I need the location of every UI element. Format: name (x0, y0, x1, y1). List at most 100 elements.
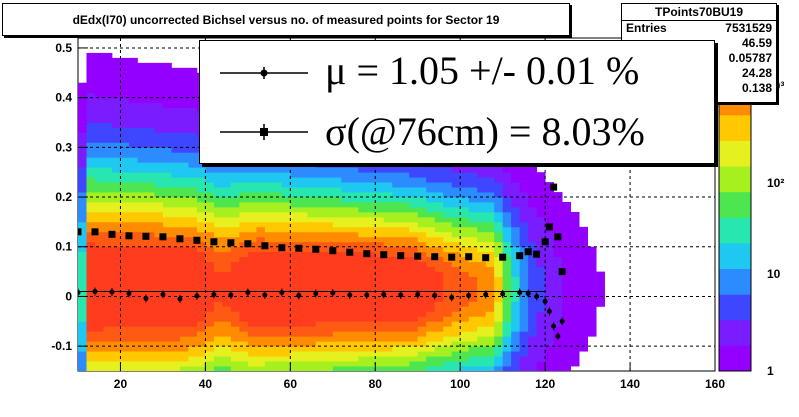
palette-swatch (719, 217, 751, 244)
heatmap-cell (171, 132, 181, 138)
heatmap-cell (477, 231, 487, 238)
heatmap-cell (579, 276, 588, 282)
heatmap-cell (222, 211, 232, 218)
heatmap-cell (562, 351, 572, 357)
heatmap-cell (239, 246, 249, 253)
heatmap-cell (545, 206, 555, 213)
heatmap-cell (273, 246, 283, 253)
heatmap-cell (171, 336, 181, 342)
heatmap-cell (162, 246, 172, 253)
heatmap-cell (290, 356, 300, 362)
heatmap-cell (468, 276, 478, 282)
heatmap-cell (400, 266, 410, 272)
heatmap-cell (519, 206, 529, 213)
heatmap-cell (349, 291, 359, 297)
heatmap-cell (264, 241, 274, 248)
heatmap-cell (103, 92, 113, 99)
heatmap-cell (409, 197, 419, 203)
heatmap-cell (536, 192, 546, 198)
heatmap-cell (477, 206, 487, 213)
heatmap-cell (434, 261, 444, 268)
heatmap-cell (400, 311, 410, 317)
heatmap-cell (579, 256, 588, 263)
heatmap-cell (502, 361, 512, 367)
heatmap-cell (273, 162, 283, 168)
heatmap-cell (553, 306, 563, 312)
heatmap-cell (434, 202, 444, 208)
heatmap-cell (256, 326, 266, 332)
heatmap-cell (511, 172, 521, 178)
heatmap-cell (349, 266, 359, 272)
heatmap-cell (179, 182, 189, 188)
heatmap-cell (409, 281, 419, 287)
heatmap-cell (78, 162, 87, 168)
heatmap-cell (494, 182, 504, 188)
heatmap-cell (264, 221, 274, 228)
heatmap-cell (103, 172, 113, 178)
heatmap-cell (171, 296, 181, 302)
heatmap-cell (78, 301, 87, 307)
heatmap-cell (264, 162, 274, 168)
heatmap-cell (307, 231, 317, 238)
heatmap-cell (536, 271, 546, 277)
heatmap-cell (171, 241, 181, 248)
heatmap-cell (324, 331, 334, 337)
heatmap-cell (196, 316, 206, 322)
heatmap-cell (349, 356, 359, 362)
heatmap-cell (120, 356, 130, 362)
heatmap-cell (341, 246, 351, 253)
heatmap-cell (239, 291, 249, 297)
heatmap-cell (417, 286, 427, 292)
sigma-point (176, 235, 184, 243)
heatmap-cell (145, 226, 155, 233)
heatmap-cell (111, 137, 121, 143)
heatmap-cell (451, 251, 461, 258)
heatmap-cell (111, 266, 121, 272)
heatmap-cell (179, 271, 189, 277)
heatmap-cell (383, 336, 393, 342)
heatmap-cell (375, 162, 385, 168)
heatmap-cell (298, 321, 308, 327)
heatmap-cell (103, 301, 113, 307)
heatmap-cell (426, 261, 436, 268)
heatmap-cell (341, 177, 351, 183)
heatmap-cell (111, 256, 121, 263)
heatmap-cell (332, 172, 342, 178)
heatmap-cell (579, 236, 588, 243)
heatmap-cell (528, 216, 538, 223)
heatmap-cell (477, 177, 487, 183)
heatmap-cell (290, 177, 300, 183)
heatmap-cell (78, 281, 87, 287)
heatmap-cell (94, 162, 104, 168)
heatmap-cell (222, 261, 232, 268)
heatmap-cell (341, 226, 351, 233)
stats-value: 46.59 (741, 36, 772, 50)
legend-entry-sigma: σ(@76cm) = 8.03% (200, 102, 714, 163)
heatmap-cell (383, 331, 393, 337)
heatmap-cell (103, 341, 113, 347)
heatmap-cell (196, 356, 206, 362)
heatmap-cell (298, 281, 308, 287)
heatmap-cell (417, 341, 427, 347)
heatmap-cell (281, 346, 291, 352)
heatmap-cell (281, 261, 291, 268)
heatmap-cell (460, 366, 470, 371)
heatmap-cell (494, 246, 504, 253)
heatmap-cell (171, 301, 181, 307)
heatmap-cell (86, 177, 96, 183)
heatmap-cell (103, 311, 113, 317)
heatmap-cell (587, 331, 597, 337)
heatmap-cell (94, 72, 104, 79)
heatmap-cell (477, 321, 487, 327)
heatmap-cell (196, 241, 206, 248)
mu-point (559, 318, 565, 324)
heatmap-cell (137, 162, 147, 168)
heatmap-cell (179, 221, 189, 228)
heatmap-cell (247, 356, 257, 362)
heatmap-cell (196, 271, 206, 277)
heatmap-cell (485, 296, 495, 302)
heatmap-cell (417, 182, 427, 188)
heatmap-cell (358, 211, 368, 218)
heatmap-cell (341, 321, 351, 327)
heatmap-cell (332, 182, 342, 188)
